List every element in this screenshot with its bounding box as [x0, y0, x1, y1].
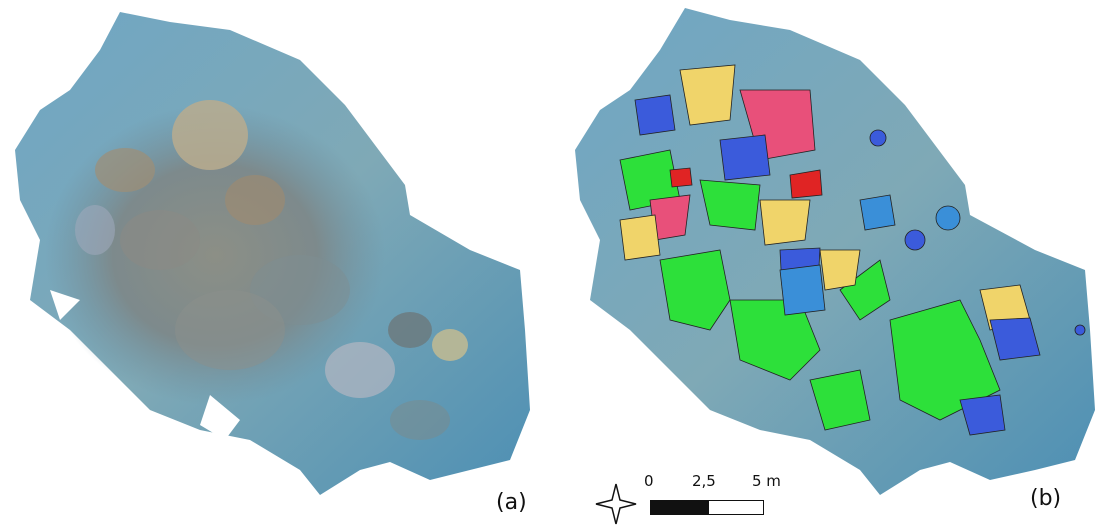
segment-blue	[959, 394, 1006, 436]
orthomosaic-panel-a: (a)	[0, 0, 550, 526]
segment-red	[669, 167, 693, 188]
coral-head	[175, 290, 285, 370]
scale-tick-label: 0	[644, 472, 654, 490]
segmentation-panel-b: (b)	[560, 0, 1117, 526]
segment-yellow	[679, 64, 736, 126]
segment-blue	[904, 229, 926, 251]
scale-bar: 0 2,5 5 m	[594, 472, 804, 525]
segment-sky	[935, 205, 961, 231]
coral-head	[225, 175, 285, 225]
segment-yellow	[759, 199, 811, 246]
coral-head	[325, 342, 395, 398]
segment-green	[809, 369, 871, 431]
panel-label-b: (b)	[1030, 486, 1062, 511]
coral-head	[172, 100, 248, 170]
segment-blue	[719, 134, 771, 181]
coral-head	[432, 329, 468, 361]
segment-sky	[779, 264, 826, 316]
segment-blue	[634, 94, 676, 136]
coral-head	[75, 205, 115, 255]
gap	[50, 290, 240, 440]
segment-green	[839, 259, 891, 321]
scale-tick-label: 2,5	[692, 472, 716, 490]
north-arrow-icon	[595, 483, 637, 525]
coral-head	[95, 148, 155, 192]
segment-green	[699, 179, 761, 231]
segment-sky	[859, 194, 896, 231]
segment-yellow	[819, 249, 861, 291]
panel-label-a: (a)	[496, 490, 527, 515]
segment-green	[659, 249, 731, 331]
coral-head	[388, 312, 432, 348]
orthomosaic-image	[15, 12, 530, 495]
scale-tick-label: 5 m	[752, 472, 781, 490]
scale-bar-segment-white	[708, 500, 764, 515]
segment-red	[789, 169, 823, 199]
segment-blue	[1074, 324, 1086, 336]
segment-blue	[869, 129, 887, 147]
segment-green	[889, 299, 1001, 421]
coral-head	[120, 210, 200, 270]
segmentation-image	[575, 8, 1095, 495]
coral-head	[390, 400, 450, 440]
segment-blue	[989, 317, 1041, 361]
scale-bar-segment-black	[650, 500, 710, 515]
segment-yellow	[619, 214, 661, 261]
